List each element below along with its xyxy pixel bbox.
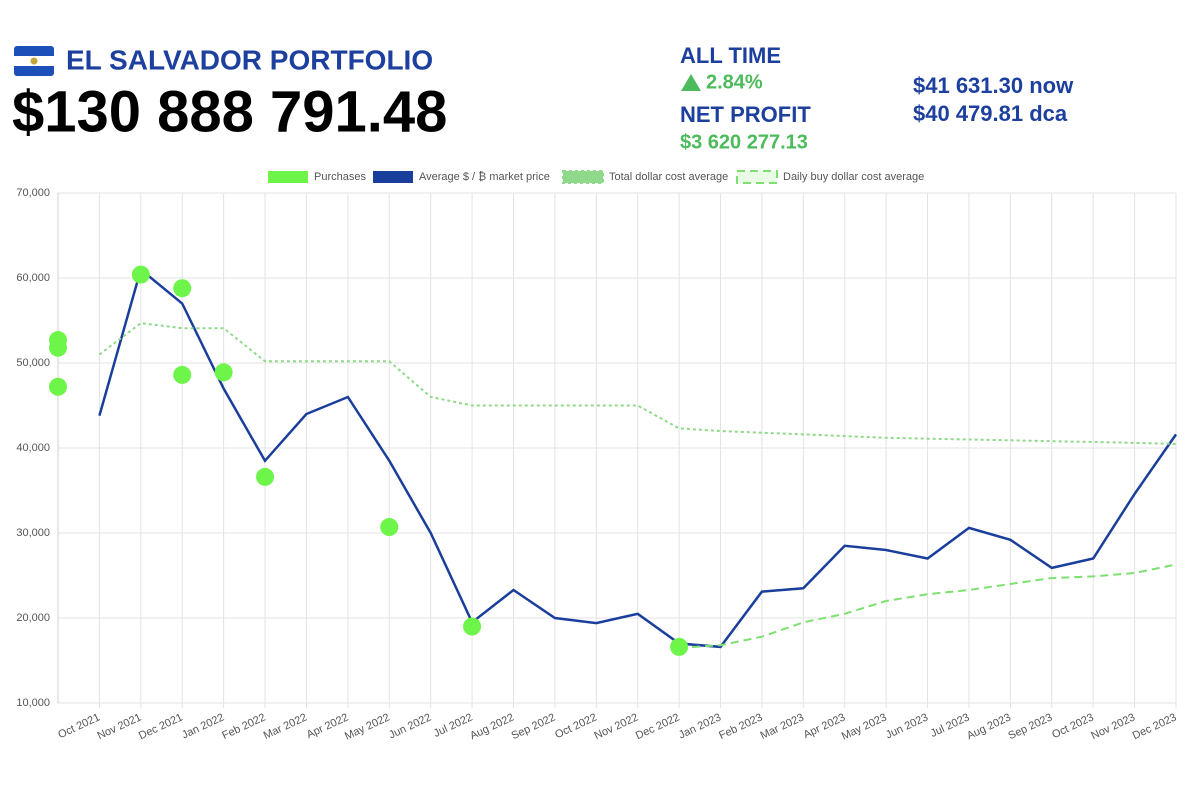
x-tick-label: Jul 2023	[929, 711, 972, 739]
x-tick-label: Jun 2023	[884, 711, 930, 741]
purchase-point	[214, 363, 233, 382]
purchase-point	[463, 617, 482, 636]
x-tick-label: Mar 2022	[262, 711, 309, 742]
line-solid	[98, 267, 1178, 649]
purchase-point	[256, 467, 275, 486]
flag	[14, 46, 54, 76]
y-tick-label: 40,000	[16, 442, 50, 454]
y-tick-label: 30,000	[16, 527, 50, 539]
purchase-point	[173, 279, 192, 298]
y-tick-label: 50,000	[16, 357, 50, 369]
dca-price: $40 479.81 dca	[913, 101, 1068, 126]
x-tick-label: Feb 2022	[220, 711, 267, 742]
legend-swatch	[562, 170, 604, 184]
x-tick-label: Jul 2022	[432, 711, 475, 739]
net-profit-label: NET PROFIT	[680, 102, 811, 127]
legend-label: Daily buy dollar cost average	[783, 171, 924, 183]
x-tick-label: Sep 2022	[510, 711, 558, 742]
portfolio-total: $130 888 791.48	[12, 79, 447, 144]
x-tick-label: Feb 2023	[717, 711, 764, 742]
up-arrow	[681, 74, 701, 91]
x-tick-label: Dec 2022	[634, 711, 682, 742]
x-tick-label: Dec 2021	[137, 711, 185, 742]
net-profit: $3 620 277.13	[680, 131, 808, 153]
x-tick-label: Aug 2022	[468, 711, 516, 742]
x-tick-label: Oct 2021	[56, 711, 102, 741]
x-tick-label: Nov 2021	[96, 711, 144, 742]
legend-label: Total dollar cost average	[609, 171, 728, 183]
x-tick-label: Apr 2023	[802, 711, 848, 741]
x-tick-label: Sep 2023	[1007, 711, 1055, 742]
x-tick-label: Nov 2023	[1089, 711, 1137, 742]
y-tick-label: 60,000	[16, 272, 50, 284]
purchase-point	[49, 377, 67, 396]
x-tick-label: Jun 2022	[387, 711, 433, 741]
purchase-point	[173, 365, 192, 384]
x-tick-label: May 2023	[840, 711, 889, 742]
x-tick-label: May 2022	[343, 711, 392, 742]
all-time-label: ALL TIME	[680, 43, 781, 68]
x-tick-label: Aug 2023	[965, 711, 1013, 742]
purchase-point	[131, 265, 150, 284]
purchase-point	[380, 518, 399, 537]
line-dashed	[679, 563, 1177, 649]
y-tick-label: 10,000	[16, 697, 50, 709]
legend-swatch	[268, 171, 308, 183]
x-tick-label: Jan 2022	[180, 711, 226, 741]
legend-swatch	[373, 171, 413, 183]
x-tick-label: Oct 2022	[553, 711, 599, 741]
x-tick-label: Dec 2023	[1131, 711, 1179, 742]
x-tick-label: Jan 2023	[677, 711, 723, 741]
portfolio-title: EL SALVADOR PORTFOLIO	[66, 44, 433, 75]
now-price: $41 631.30 now	[913, 73, 1074, 98]
y-tick-label: 70,000	[16, 187, 50, 199]
all-time-change: 2.84%	[706, 71, 763, 93]
x-tick-label: Mar 2023	[759, 711, 806, 742]
x-tick-label: Oct 2023	[1050, 711, 1096, 741]
legend-label: Purchases	[314, 171, 366, 183]
purchase-point	[49, 331, 67, 350]
legend-swatch	[736, 170, 778, 184]
purchase-point	[670, 637, 689, 656]
x-tick-label: Nov 2022	[592, 711, 640, 742]
y-tick-label: 20,000	[16, 612, 50, 624]
legend-label: Average $ / ₿ market price	[419, 171, 550, 183]
x-tick-label: Apr 2022	[305, 711, 351, 741]
